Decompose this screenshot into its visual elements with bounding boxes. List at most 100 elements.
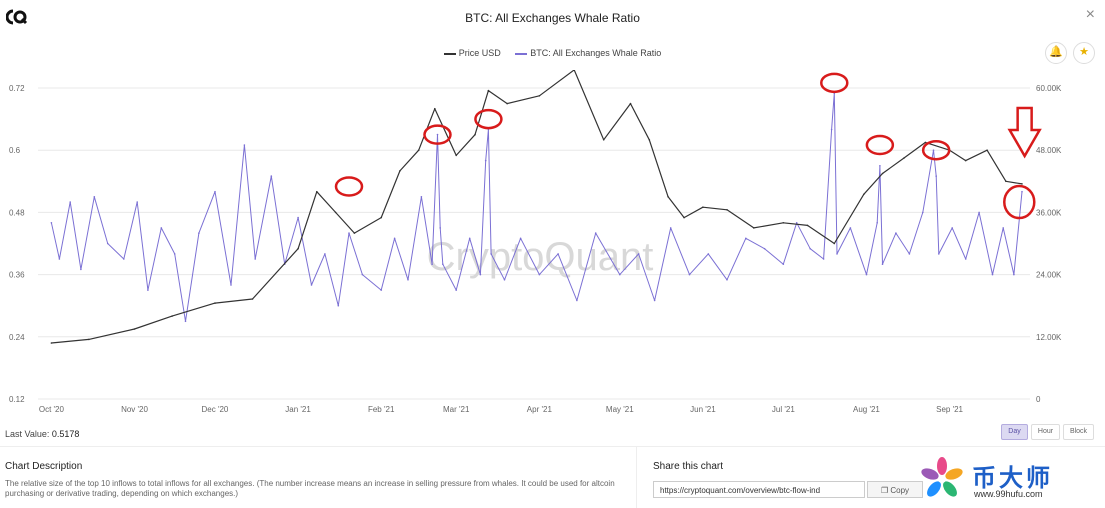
price-usd-point <box>648 139 651 141</box>
bell-icon[interactable]: 🔔 <box>1045 42 1067 64</box>
highlight-circle-icon <box>820 72 849 94</box>
price-usd-point <box>133 328 136 330</box>
whale-ratio-point <box>198 232 200 234</box>
whale-ratio-point <box>519 237 522 240</box>
whale-ratio-point <box>557 253 559 255</box>
price-usd-point <box>50 342 53 344</box>
x-tick-label: Nov '20 <box>121 405 148 414</box>
whale-ratio-point <box>136 201 138 203</box>
price-usd-point <box>171 315 173 317</box>
price-usd-point <box>487 89 490 92</box>
legend-swatch-price <box>443 52 456 55</box>
whale-ratio-point <box>361 273 364 276</box>
y-left-tick-label: 0.48 <box>9 208 25 217</box>
whale-ratio-point <box>297 216 299 219</box>
y-right-tick-label: 12.00K <box>1036 333 1062 342</box>
x-axis: Oct '20 Nov '20 Dec '20 Jan '21 Feb '21 Mar '… <box>39 405 964 414</box>
whale-ratio-point <box>688 273 691 276</box>
price-usd-point <box>986 149 988 151</box>
share-url-field[interactable]: https://cryptoquant.com/overview/btc-flo… <box>653 481 865 498</box>
price-usd-point <box>214 302 216 304</box>
whale-ratio-point <box>468 237 471 240</box>
whale-ratio-point <box>80 268 82 271</box>
whale-ratio-point <box>184 320 187 323</box>
highlight-circle-icon <box>474 108 503 130</box>
star-icon[interactable]: ★ <box>1073 42 1095 64</box>
whale-ratio-point <box>324 253 326 255</box>
whale-ratio-point <box>93 196 96 198</box>
whale-ratio-point <box>836 253 838 255</box>
chart-grid <box>38 87 1030 400</box>
highlight-circle-icon <box>1003 184 1036 220</box>
y-left-tick-label: 0.36 <box>9 271 25 280</box>
brand-url: www.99hufu.com <box>974 489 1043 499</box>
price-usd-point <box>629 102 632 105</box>
x-tick-label: Oct '20 <box>39 405 65 414</box>
whale-ratio-point <box>822 258 825 260</box>
price-usd-point <box>380 216 383 219</box>
price-usd-point <box>753 227 755 229</box>
whale-ratio-point <box>479 273 482 276</box>
granularity-block-button[interactable]: Block <box>1063 424 1094 440</box>
price-usd-point <box>297 247 299 250</box>
price-usd-point <box>455 154 458 157</box>
whale-ratio-point <box>254 258 256 260</box>
footer-divider <box>0 446 1105 447</box>
whale-ratio-point <box>50 222 53 224</box>
whale-ratio-point <box>795 222 798 224</box>
x-tick-label: Dec '20 <box>202 405 229 414</box>
x-tick-label: Sep '21 <box>936 405 963 414</box>
granularity-day-button[interactable]: Day <box>1001 424 1028 440</box>
whale-ratio-point <box>576 299 578 302</box>
series-lines <box>50 70 1023 344</box>
close-icon[interactable]: × <box>1085 6 1095 23</box>
price-usd-point <box>474 133 476 136</box>
x-tick-label: Mar '21 <box>443 405 470 414</box>
whale-ratio-point <box>895 232 897 234</box>
x-tick-label: Jul '21 <box>772 405 795 414</box>
legend-item-whale-ratio[interactable]: BTC: All Exchanges Whale Ratio <box>515 48 661 58</box>
legend-swatch-whale-ratio <box>515 52 528 55</box>
whale-ratio-point <box>420 196 423 198</box>
x-tick-label: Jan '21 <box>285 405 311 414</box>
whale-ratio-point <box>935 175 937 177</box>
whale-ratio-point <box>908 253 911 255</box>
price-usd-point <box>806 224 809 227</box>
whale-ratio-point <box>348 232 350 234</box>
whale-ratio-point <box>230 284 232 286</box>
whale-ratio-point <box>991 273 994 276</box>
price-usd-line <box>51 70 1023 344</box>
last-value: Last Value: 0.5178 <box>5 429 79 439</box>
y-axis-left: 0.12 0.24 0.36 0.48 0.6 0.72 <box>9 84 25 404</box>
price-usd-point <box>538 95 541 97</box>
chart-header: BTC: All Exchanges Whale Ratio × <box>0 0 1105 34</box>
price-usd-point <box>573 70 575 71</box>
whale-ratio-point <box>619 273 621 276</box>
whale-ratio-point <box>707 253 710 255</box>
x-tick-label: May '21 <box>606 405 634 414</box>
legend-item-price[interactable]: Price USD <box>443 48 501 58</box>
y-left-tick-label: 0.72 <box>9 84 25 93</box>
price-usd-point <box>417 149 420 151</box>
price-usd-point <box>434 107 436 110</box>
share-title: Share this chart <box>653 461 724 472</box>
y-right-tick-label: 0 <box>1036 395 1041 404</box>
whale-ratio-point <box>69 201 71 203</box>
whale-ratio-point <box>503 279 506 281</box>
brand-name: 币大师 <box>972 464 1053 492</box>
price-usd-point <box>964 159 967 162</box>
price-usd-point <box>833 242 836 245</box>
brand-flower-logo-icon <box>921 457 963 497</box>
whale-ratio-point <box>160 227 163 229</box>
copy-button[interactable]: ❐ Copy <box>867 481 923 498</box>
whale-ratio-point <box>214 190 216 193</box>
footer-vertical-divider <box>636 447 637 508</box>
whale-ratio-point <box>726 279 728 281</box>
highlight-circle-icon <box>865 134 895 156</box>
price-usd-point <box>667 196 669 198</box>
granularity-hour-button[interactable]: Hour <box>1031 424 1060 440</box>
whale-ratio-point <box>123 258 125 260</box>
x-tick-label: Feb '21 <box>368 405 395 414</box>
whale-ratio-point <box>978 211 980 214</box>
whale-ratio-point <box>932 149 935 151</box>
